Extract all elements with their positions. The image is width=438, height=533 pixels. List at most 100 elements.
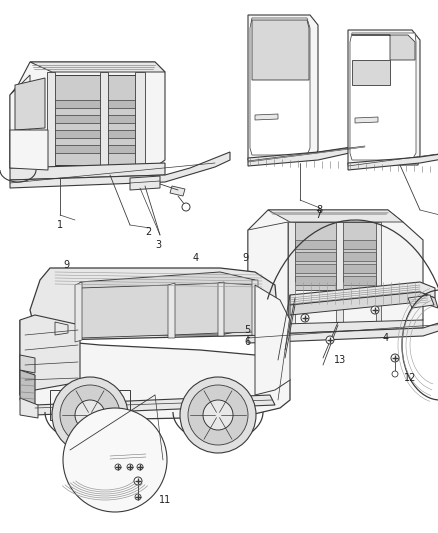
Polygon shape: [10, 62, 165, 178]
Circle shape: [180, 377, 256, 453]
Polygon shape: [252, 20, 309, 80]
Polygon shape: [170, 186, 185, 196]
Polygon shape: [408, 295, 434, 308]
Polygon shape: [105, 75, 140, 165]
Text: 7: 7: [315, 210, 321, 220]
Circle shape: [60, 385, 120, 445]
Polygon shape: [255, 114, 278, 120]
Polygon shape: [107, 115, 138, 123]
Circle shape: [115, 464, 121, 470]
Polygon shape: [30, 62, 165, 72]
Polygon shape: [80, 285, 170, 338]
Polygon shape: [130, 176, 160, 190]
Polygon shape: [10, 130, 48, 170]
Polygon shape: [248, 222, 288, 328]
Polygon shape: [10, 75, 30, 168]
Polygon shape: [223, 283, 255, 333]
Polygon shape: [168, 283, 175, 338]
Polygon shape: [218, 282, 224, 336]
Text: 9: 9: [63, 260, 69, 270]
Polygon shape: [52, 145, 105, 153]
Text: 4: 4: [382, 334, 389, 343]
Polygon shape: [288, 222, 295, 325]
Polygon shape: [20, 370, 35, 405]
Circle shape: [371, 306, 379, 314]
Polygon shape: [290, 292, 438, 315]
Text: 5: 5: [244, 325, 250, 335]
Polygon shape: [343, 240, 376, 249]
Polygon shape: [10, 152, 230, 188]
Polygon shape: [52, 115, 105, 123]
Circle shape: [326, 336, 334, 344]
Text: 12: 12: [404, 373, 416, 383]
Text: 2: 2: [145, 227, 151, 237]
Circle shape: [392, 371, 398, 377]
Polygon shape: [135, 72, 145, 170]
Circle shape: [188, 385, 248, 445]
Polygon shape: [348, 30, 420, 165]
Polygon shape: [343, 264, 376, 273]
Polygon shape: [250, 18, 310, 155]
Polygon shape: [248, 144, 370, 166]
Polygon shape: [100, 72, 108, 170]
Polygon shape: [248, 312, 438, 343]
Polygon shape: [268, 210, 403, 222]
Polygon shape: [30, 268, 278, 340]
Polygon shape: [107, 145, 138, 153]
Text: 9: 9: [242, 253, 248, 263]
Circle shape: [301, 314, 309, 322]
Polygon shape: [20, 398, 38, 418]
Polygon shape: [100, 445, 148, 456]
Polygon shape: [20, 315, 80, 395]
Polygon shape: [295, 252, 336, 261]
Polygon shape: [47, 72, 55, 170]
Polygon shape: [80, 272, 255, 335]
Polygon shape: [355, 117, 378, 123]
Polygon shape: [173, 283, 220, 335]
Polygon shape: [341, 222, 378, 290]
Text: 3: 3: [155, 240, 161, 250]
Polygon shape: [295, 276, 336, 285]
Polygon shape: [290, 282, 435, 305]
Polygon shape: [52, 75, 105, 165]
Polygon shape: [352, 60, 390, 85]
Text: 4: 4: [193, 253, 199, 263]
Polygon shape: [107, 130, 138, 138]
Polygon shape: [295, 264, 336, 273]
Polygon shape: [343, 276, 376, 285]
Polygon shape: [352, 35, 415, 60]
Text: 1: 1: [57, 220, 63, 230]
Polygon shape: [35, 395, 275, 415]
Polygon shape: [248, 210, 423, 328]
Polygon shape: [108, 453, 148, 465]
Text: 11: 11: [159, 495, 171, 505]
Circle shape: [203, 400, 233, 430]
Polygon shape: [248, 320, 423, 335]
Circle shape: [182, 203, 190, 211]
Polygon shape: [75, 282, 82, 342]
Text: 6: 6: [244, 337, 250, 347]
Polygon shape: [295, 240, 336, 249]
Polygon shape: [348, 149, 438, 170]
Polygon shape: [20, 320, 290, 420]
Circle shape: [127, 464, 133, 470]
Text: 8: 8: [317, 205, 323, 215]
Circle shape: [52, 377, 128, 453]
Circle shape: [391, 354, 399, 362]
Circle shape: [75, 400, 105, 430]
Polygon shape: [293, 222, 338, 290]
Polygon shape: [255, 285, 290, 395]
Polygon shape: [343, 252, 376, 261]
Circle shape: [134, 477, 142, 485]
Polygon shape: [55, 322, 68, 335]
Polygon shape: [52, 100, 105, 108]
Polygon shape: [248, 15, 318, 160]
Polygon shape: [10, 163, 165, 180]
Circle shape: [135, 494, 141, 500]
Text: 13: 13: [334, 355, 346, 365]
Polygon shape: [107, 100, 138, 108]
Circle shape: [63, 408, 167, 512]
Polygon shape: [52, 130, 105, 138]
Polygon shape: [336, 222, 343, 325]
Polygon shape: [15, 78, 45, 130]
